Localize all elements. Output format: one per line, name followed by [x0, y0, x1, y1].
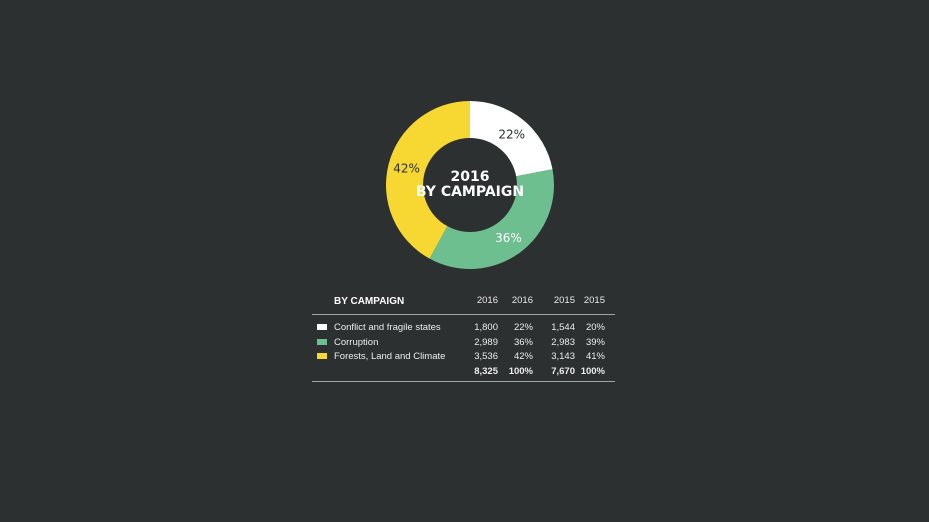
totals-row: 8,325 100% 7,670 100% [312, 365, 615, 381]
slice-percent-label: 36% [495, 231, 522, 245]
donut-slice [429, 169, 554, 269]
total-2016-percent: 100% [508, 365, 533, 377]
percent-2015: 41% [585, 351, 605, 362]
row-label: Conflict and fragile states [334, 322, 441, 333]
value-2016: 2,989 [474, 336, 498, 348]
legend-swatch [317, 338, 327, 345]
legend-swatch [317, 353, 327, 359]
percent-2016: 42% [513, 351, 533, 362]
table-row: Conflict and fragile states 1,800 22% 1,… [312, 321, 615, 336]
value-2016: 1,800 [474, 322, 498, 333]
total-2015-value: 7,670 [551, 365, 575, 377]
footer-divider [312, 380, 615, 382]
row-label: Forests, Land and Climate [334, 351, 446, 362]
slice-percent-label: 22% [498, 128, 525, 142]
table-row: Forests, Land and Climate 3,536 42% 3,14… [312, 350, 615, 365]
donut-svg: 22% 36% 42% [386, 101, 554, 269]
percent-2015: 39% [585, 336, 605, 348]
percent-2016: 22% [513, 322, 533, 333]
table-title: BY CAMPAIGN [334, 296, 405, 307]
donut-chart: 22% 36% 42% 2016 BY CAMPAIGN [380, 95, 560, 275]
percent-2016: 36% [513, 336, 533, 348]
table-body: Conflict and fragile states 1,800 22% 1,… [312, 315, 615, 381]
header-2015-value: 2015 [553, 295, 575, 306]
percent-2015: 20% [585, 322, 605, 333]
value-2015: 1,544 [551, 322, 575, 333]
row-label: Corruption [334, 336, 379, 348]
value-2015: 2,983 [551, 336, 575, 348]
slice-percent-label: 42% [393, 162, 420, 176]
header-2015-percent: 2015 [583, 295, 605, 306]
donut-slice [470, 101, 553, 177]
total-2015-percent: 100% [580, 365, 605, 377]
header-2016-percent: 2016 [511, 295, 533, 306]
donut-slice [386, 101, 470, 259]
table-header: BY CAMPAIGN 2016 2016 2015 2015 [312, 290, 615, 314]
value-2016: 3,536 [474, 351, 498, 362]
table-row: Corruption 2,989 36% 2,983 39% [312, 336, 615, 351]
value-2015: 3,143 [551, 351, 575, 362]
total-2016-value: 8,325 [474, 365, 498, 377]
campaign-table: BY CAMPAIGN 2016 2016 2015 2015 Conflict… [312, 290, 615, 382]
header-divider [312, 314, 615, 315]
header-2016-value: 2016 [476, 295, 498, 306]
legend-swatch [317, 324, 327, 330]
